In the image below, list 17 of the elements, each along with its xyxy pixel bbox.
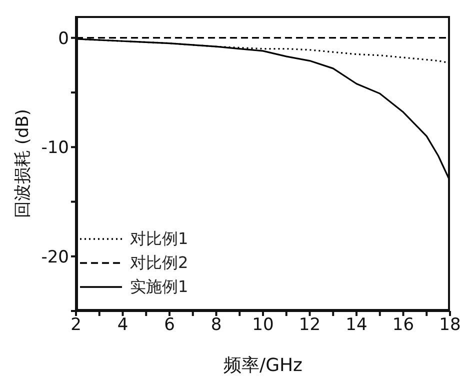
x-tick-label: 2 (70, 315, 82, 336)
y-tick-label: -10 (41, 138, 69, 158)
x-tick-label: 8 (210, 315, 222, 336)
legend-label: 对比例1 (130, 228, 188, 250)
legend-label: 对比例2 (130, 252, 188, 274)
x-tick-label: 12 (298, 315, 321, 336)
x-tick-label: 14 (346, 315, 368, 336)
x-tick-label: 6 (164, 315, 175, 336)
x-tick-label: 16 (392, 315, 414, 336)
y-tick-label: 0 (58, 28, 69, 49)
x-axis-title: 频率/GHz (224, 355, 302, 376)
y-axis-title: 回波损耗 (dB) (13, 108, 34, 218)
x-tick-label: 18 (439, 315, 461, 336)
legend-label: 实施例1 (130, 276, 188, 298)
x-tick-label: 4 (117, 315, 128, 336)
x-tick-label: 10 (252, 315, 274, 336)
y-tick-label: -20 (41, 247, 69, 268)
